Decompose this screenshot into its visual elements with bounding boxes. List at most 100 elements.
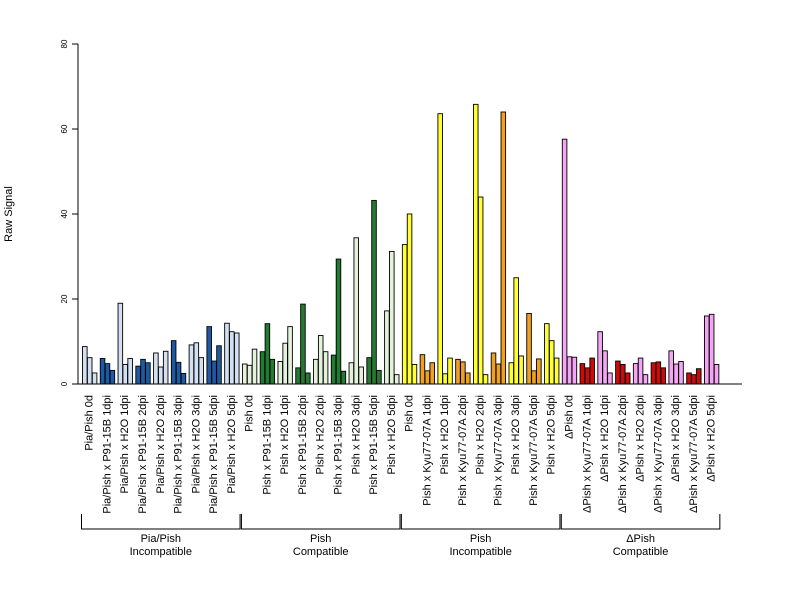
category-label: Pia/Pish x P91-15B 5dpi: [208, 395, 220, 514]
bar: [384, 310, 390, 385]
bar: [650, 362, 657, 385]
group-brackets: Pia/PishIncompatiblePishCompatiblePishIn…: [81, 514, 721, 558]
bar: [424, 370, 431, 385]
bar: [104, 363, 111, 385]
bar: [135, 365, 141, 385]
category-label: ΔPish x H2O 2dpi: [635, 395, 647, 482]
bar: [429, 362, 435, 385]
category-label: Pish x H2O 3dpi: [350, 395, 362, 474]
group-label-line1: Pia/Pish: [141, 533, 181, 545]
bar: [465, 372, 471, 385]
bar: [335, 258, 342, 385]
bar: [211, 360, 217, 385]
bar: [259, 351, 266, 385]
bar: [637, 357, 644, 385]
bar: [340, 370, 347, 385]
bar: [615, 360, 621, 385]
bar: [358, 366, 364, 385]
y-tick-label: 0: [60, 381, 69, 386]
bar: [632, 363, 639, 385]
bar: [624, 372, 631, 385]
category-label: Pia/Pish x P91-15B 3dpi: [173, 395, 185, 514]
bar: [597, 331, 603, 385]
group-bracket: [560, 514, 721, 530]
category-label: Pia/Pish x P91-15B 2dpi: [137, 395, 149, 514]
bar: [411, 364, 418, 385]
group-bracket: [400, 514, 561, 530]
bar: [696, 368, 702, 385]
bar: [140, 358, 146, 385]
bar: [526, 313, 532, 385]
bar: [536, 358, 542, 385]
bar: [561, 138, 568, 385]
bar: [371, 199, 377, 385]
bar: [660, 367, 666, 385]
bar: [269, 358, 276, 385]
group-label-line1: Pish: [310, 533, 331, 545]
bar: [447, 357, 453, 385]
category-label: ΔPish 0d: [563, 395, 575, 439]
bar: [401, 244, 408, 385]
bar: [678, 361, 684, 385]
bar: [206, 326, 212, 385]
category-label: Pish 0d: [244, 395, 256, 432]
bar: [642, 374, 649, 385]
category-label: Pia/Pish x H2O 1dpi: [119, 395, 131, 493]
bar: [704, 315, 710, 385]
bar: [686, 372, 692, 385]
bar: [162, 350, 169, 385]
bar: [602, 350, 608, 385]
bar: [544, 323, 550, 385]
bar: [193, 342, 200, 385]
bar: [348, 362, 355, 385]
bar: [300, 303, 306, 385]
bar: [691, 374, 697, 385]
category-label: Pish x Kyu77-07A 2dpi: [457, 395, 469, 506]
bar: [295, 367, 301, 385]
category-label: Pia/Pish x H2O 5dpi: [226, 395, 238, 493]
bar: [673, 363, 679, 385]
category-label: Pish x P91-15B 2dpi: [297, 395, 309, 495]
bar: [170, 340, 177, 385]
bar: [406, 213, 413, 385]
group-bracket: [240, 514, 401, 530]
bar: [668, 350, 674, 385]
category-label: Pish x Kyu77-07A 1dpi: [421, 395, 433, 506]
bar: [366, 357, 372, 385]
category-label: ΔPish x Kyu77-07A 1dpi: [581, 395, 593, 513]
bar: [234, 332, 240, 385]
bar: [305, 372, 311, 385]
bar: [317, 335, 324, 385]
bar: [99, 358, 106, 385]
bar: [127, 358, 133, 385]
group-label-line2: Compatible: [613, 546, 669, 558]
bar: [122, 364, 128, 385]
y-tick-label: 40: [60, 209, 69, 218]
bar: [518, 355, 524, 385]
bar: [251, 348, 258, 385]
category-label: Pish x H2O 1dpi: [439, 395, 451, 474]
bar: [460, 361, 466, 385]
bar: [330, 354, 337, 385]
category-label: Pish x H2O 5dpi: [546, 395, 558, 474]
bar: [153, 352, 159, 385]
bar: [566, 356, 573, 385]
category-label: ΔPish x H2O 5dpi: [706, 395, 718, 482]
bar: [655, 361, 662, 385]
bar: [442, 373, 448, 385]
bar: [393, 374, 400, 385]
group-label-line1: ΔPish: [626, 533, 655, 545]
bar: [188, 344, 195, 385]
bar: [246, 364, 253, 385]
category-label: Pish x H2O 5dpi: [386, 395, 398, 474]
bar: [216, 345, 222, 385]
bar: [224, 322, 230, 385]
bar: [313, 358, 319, 385]
group-label-line2: Compatible: [293, 546, 349, 558]
bar: [482, 374, 489, 385]
category-label: Pish x H2O 3dpi: [510, 395, 522, 474]
category-label: Pish x P91-15B 3dpi: [332, 395, 344, 495]
y-axis-label: Raw Signal: [3, 186, 15, 242]
bar: [175, 361, 182, 385]
